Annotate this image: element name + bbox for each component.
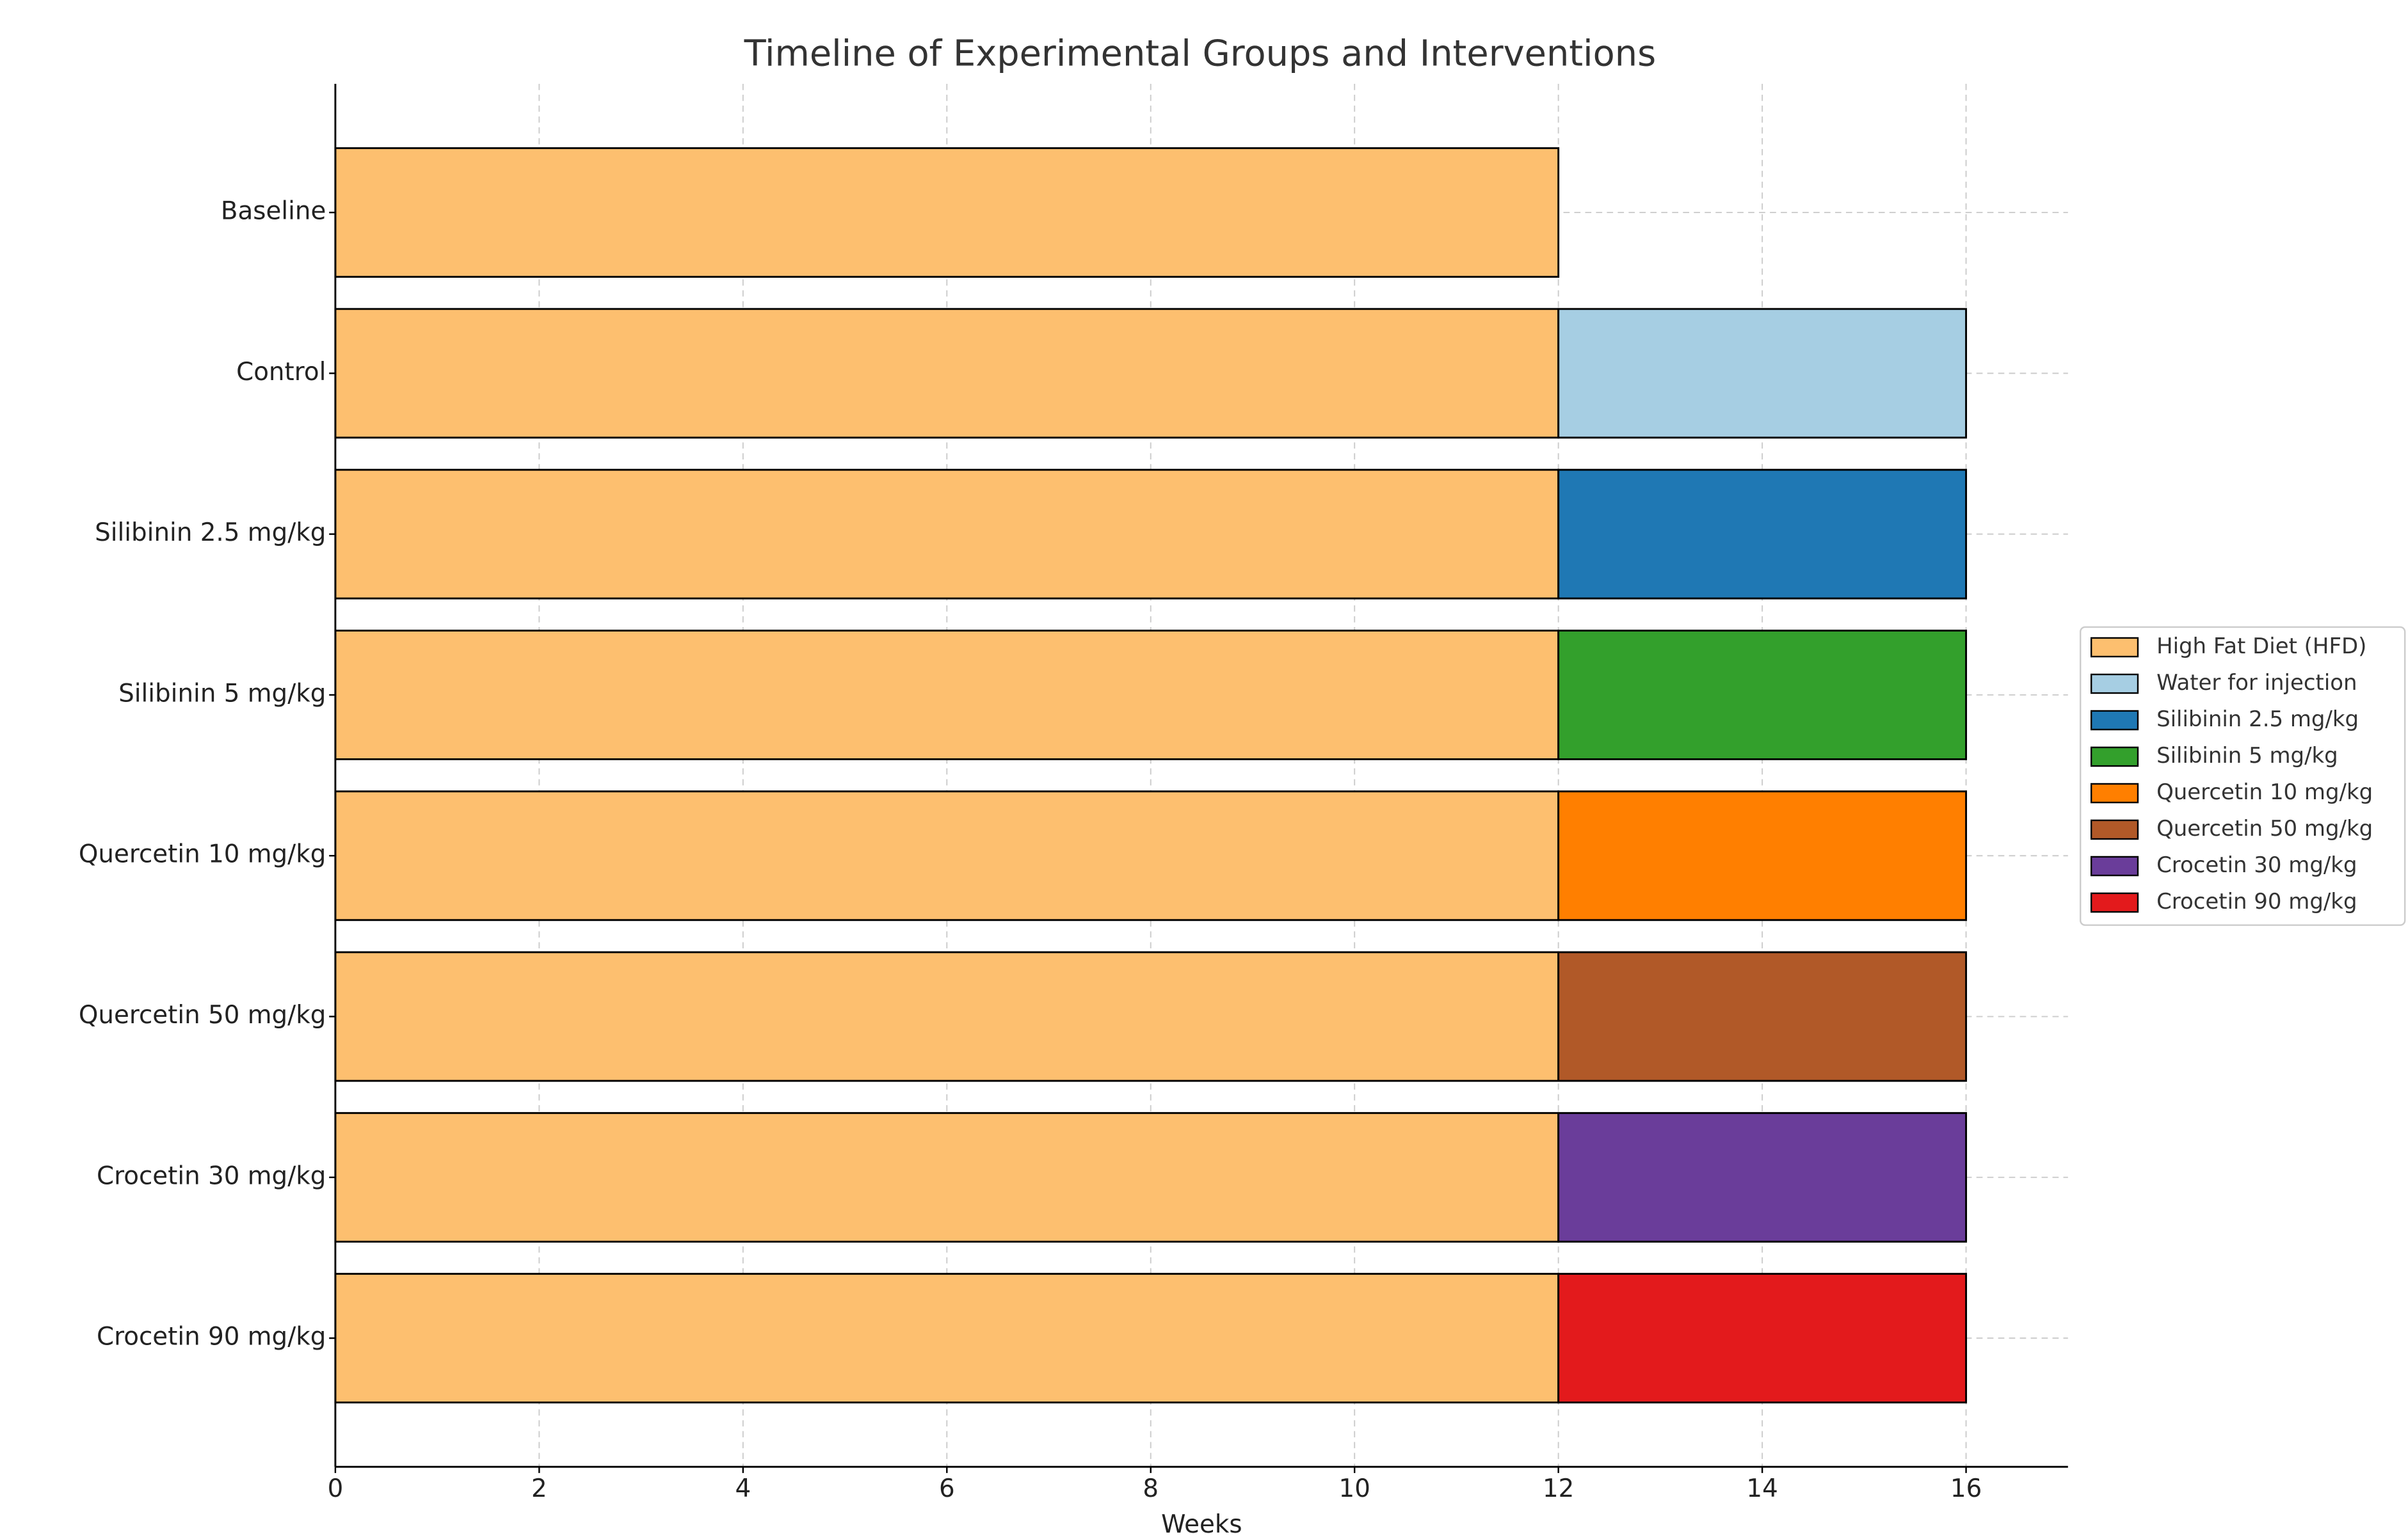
x-tick-label: 10 [1339,1474,1370,1503]
x-tick-label: 4 [735,1474,751,1503]
y-tick-label: Quercetin 50 mg/kg [79,1001,326,1030]
legend-label: Crocetin 30 mg/kg [2156,852,2357,878]
bar-segment [334,308,1560,439]
legend-swatch [2090,746,2139,767]
bar-segment [334,951,1560,1082]
legend-label: Water for injection [2156,670,2357,696]
x-tick-label: 6 [939,1474,955,1503]
bar-segment [1557,1112,1968,1243]
bar-segment [334,629,1560,760]
legend-swatch [2090,819,2139,840]
bar-segment [1557,1273,1968,1404]
bar-segment [1557,951,1968,1082]
x-tick-label: 2 [531,1474,547,1503]
y-tick-label: Baseline [221,197,326,226]
legend-swatch [2090,637,2139,658]
y-tick-label: Crocetin 30 mg/kg [97,1161,326,1190]
chart-title: Timeline of Experimental Groups and Inte… [744,33,1657,74]
y-tick-label: Crocetin 90 mg/kg [97,1323,326,1352]
bar-segment [334,790,1560,921]
legend: High Fat Diet (HFD) Water for injection Si… [2080,626,2406,926]
legend-label: Quercetin 50 mg/kg [2156,816,2373,841]
legend-label: Quercetin 10 mg/kg [2156,779,2373,805]
legend-frame [2080,626,2406,926]
x-tick-label: 8 [1143,1474,1159,1503]
x-tick-label: 0 [328,1474,344,1503]
x-tick-label: 14 [1746,1474,1778,1503]
bar-segment [334,1273,1560,1404]
legend-swatch [2090,856,2139,877]
x-axis-label: Weeks [1161,1510,1242,1539]
legend-swatch [2090,710,2139,731]
y-tick-label: Control [236,358,326,387]
y-tick-label: Quercetin 10 mg/kg [79,840,326,869]
legend-swatch [2090,673,2139,694]
legend-label: High Fat Diet (HFD) [2156,634,2366,659]
bar-segment [1557,308,1968,439]
x-tick-label: 16 [1950,1474,1982,1503]
y-tick-label: Silibinin 2.5 mg/kg [95,518,326,547]
bar-segment [334,147,1560,278]
bar-segment [334,468,1560,600]
y-tick-label: Silibinin 5 mg/kg [118,679,326,708]
legend-label: Silibinin 5 mg/kg [2156,743,2338,769]
bar-segment [1557,790,1968,921]
bar-segment [1557,629,1968,760]
bar-segment [334,1112,1560,1243]
x-tick-label: 12 [1543,1474,1574,1503]
bar-segment [1557,468,1968,600]
legend-label: Crocetin 90 mg/kg [2156,889,2357,914]
legend-swatch [2090,783,2139,804]
legend-swatch [2090,892,2139,913]
legend-label: Silibinin 2.5 mg/kg [2156,706,2359,732]
